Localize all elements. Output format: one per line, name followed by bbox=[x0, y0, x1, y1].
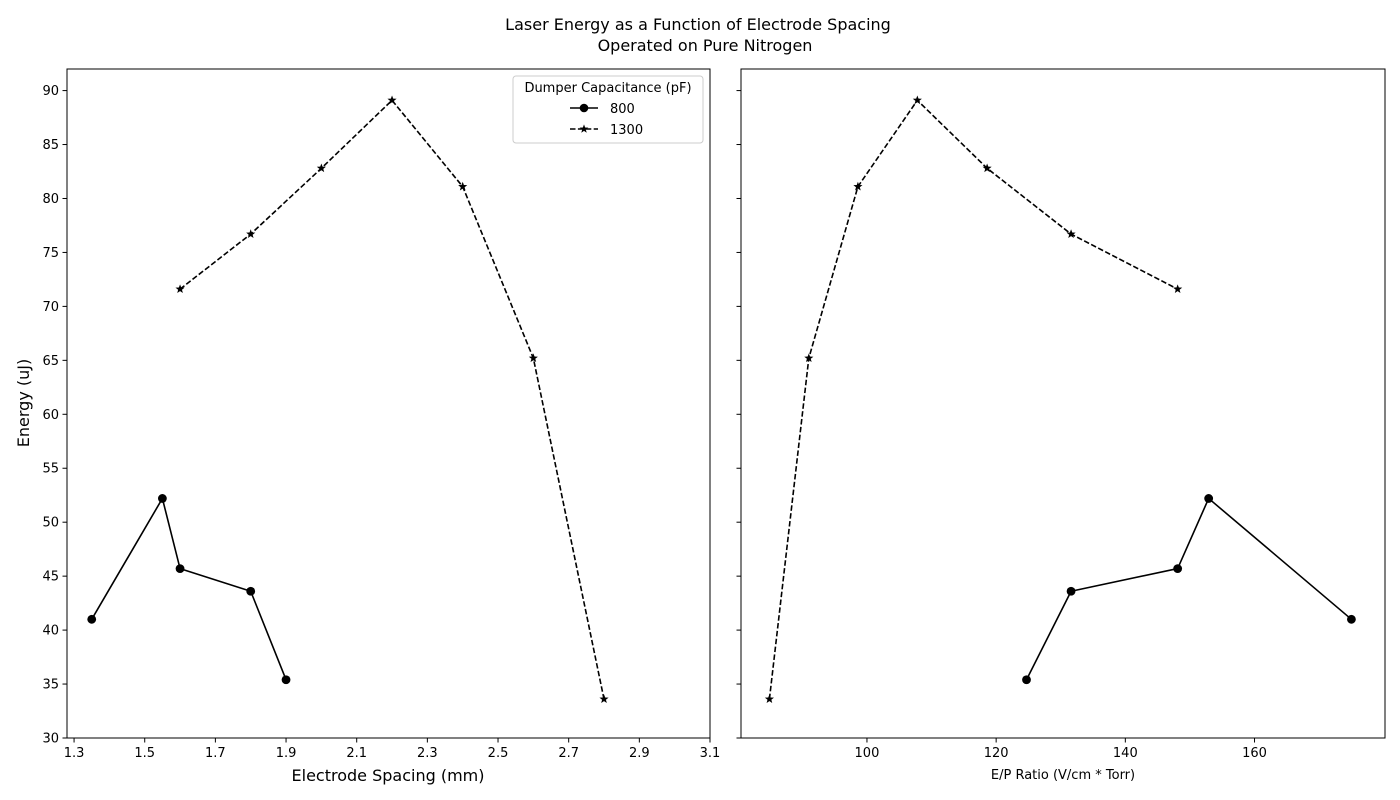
y-tick-label: 75 bbox=[42, 246, 59, 261]
data-point-1300 bbox=[1173, 284, 1183, 294]
right-x-axis-label: E/P Ratio (V/cm * Torr) bbox=[991, 768, 1135, 783]
series-line-1300 bbox=[179, 99, 605, 700]
y-axis-label: Energy (uJ) bbox=[14, 359, 33, 447]
y-tick-label: 55 bbox=[42, 462, 59, 477]
data-point-800 bbox=[1347, 614, 1356, 624]
data-point-800 bbox=[87, 614, 97, 624]
data-point-800 bbox=[1204, 494, 1214, 503]
data-point-1300 bbox=[175, 284, 185, 294]
data-point-1300 bbox=[982, 163, 992, 173]
data-point-800 bbox=[175, 564, 185, 573]
data-point-1300 bbox=[853, 181, 863, 191]
data-point-1300 bbox=[458, 181, 468, 191]
y-tick-label: 70 bbox=[42, 300, 59, 315]
x-tick-label: 2.5 bbox=[488, 746, 509, 761]
y-tick-label: 65 bbox=[42, 354, 59, 369]
y-tick-label: 60 bbox=[42, 408, 59, 423]
series-line-800 bbox=[1025, 497, 1352, 681]
data-point-800 bbox=[1173, 564, 1183, 573]
x-tick-label: 3.1 bbox=[700, 746, 721, 761]
data-point-1300 bbox=[387, 95, 397, 105]
chart-title-line-2: Operated on Pure Nitrogen bbox=[598, 36, 813, 55]
left-chart-panel: 1.3 1.5 1.7 1.9 2.1 2.3 2.5 2.7 2.9 3.1 30 35 40 45 50… bbox=[42, 68, 721, 761]
legend-marker-800 bbox=[579, 103, 589, 113]
data-point-1300 bbox=[912, 95, 922, 105]
series-line-1300 bbox=[768, 99, 1179, 700]
data-point-800 bbox=[1022, 675, 1031, 685]
legend-label-1300: 1300 bbox=[610, 123, 643, 138]
x-tick-label: 1.3 bbox=[64, 746, 85, 761]
data-point-800 bbox=[1066, 586, 1076, 596]
x-tick-label: 1.9 bbox=[276, 746, 297, 761]
y-tick-label: 35 bbox=[42, 678, 59, 693]
y-tick-label: 45 bbox=[42, 570, 59, 585]
y-tick-label: 80 bbox=[42, 192, 59, 207]
y-tick-label: 85 bbox=[42, 138, 59, 153]
axes-frame bbox=[740, 68, 1386, 739]
data-point-1300 bbox=[528, 353, 538, 363]
x-tick-label: 1.5 bbox=[134, 746, 155, 761]
right-chart-panel: 100 120 140 160 bbox=[736, 68, 1386, 761]
data-point-1300 bbox=[764, 694, 774, 704]
legend-title: Dumper Capacitance (pF) bbox=[524, 81, 691, 96]
x-tick-label: 100 bbox=[855, 746, 880, 761]
x-tick-label: 1.7 bbox=[205, 746, 226, 761]
x-tick-label: 140 bbox=[1113, 746, 1138, 761]
data-point-1300 bbox=[246, 229, 256, 238]
data-point-800 bbox=[246, 586, 256, 596]
data-point-800 bbox=[157, 494, 167, 503]
x-tick-label: 2.1 bbox=[346, 746, 367, 761]
data-point-1300 bbox=[316, 163, 326, 173]
series-line-800 bbox=[91, 497, 287, 681]
left-x-axis-label: Electrode Spacing (mm) bbox=[292, 766, 485, 785]
y-tick-label: 90 bbox=[42, 84, 59, 99]
y-tick-label: 50 bbox=[42, 516, 59, 531]
x-tick-label: 160 bbox=[1242, 746, 1267, 761]
chart-title-line-1: Laser Energy as a Function of Electrode … bbox=[505, 15, 891, 34]
data-point-1300 bbox=[1066, 229, 1076, 238]
legend-label-800: 800 bbox=[610, 102, 635, 117]
data-point-800 bbox=[281, 675, 291, 685]
data-point-1300 bbox=[804, 353, 814, 363]
y-tick-label: 40 bbox=[42, 624, 59, 639]
x-tick-label: 2.3 bbox=[417, 746, 438, 761]
legend-box bbox=[512, 75, 704, 144]
x-tick-label: 2.9 bbox=[629, 746, 650, 761]
y-tick-label: 30 bbox=[42, 732, 59, 747]
data-point-1300 bbox=[599, 694, 609, 704]
x-tick-label: 2.7 bbox=[558, 746, 579, 761]
legend-marker-1300 bbox=[579, 124, 589, 133]
axes-frame bbox=[66, 68, 711, 739]
legend: Dumper Capacitance (pF) 800 1300 bbox=[512, 75, 704, 144]
x-tick-label: 120 bbox=[984, 746, 1009, 761]
